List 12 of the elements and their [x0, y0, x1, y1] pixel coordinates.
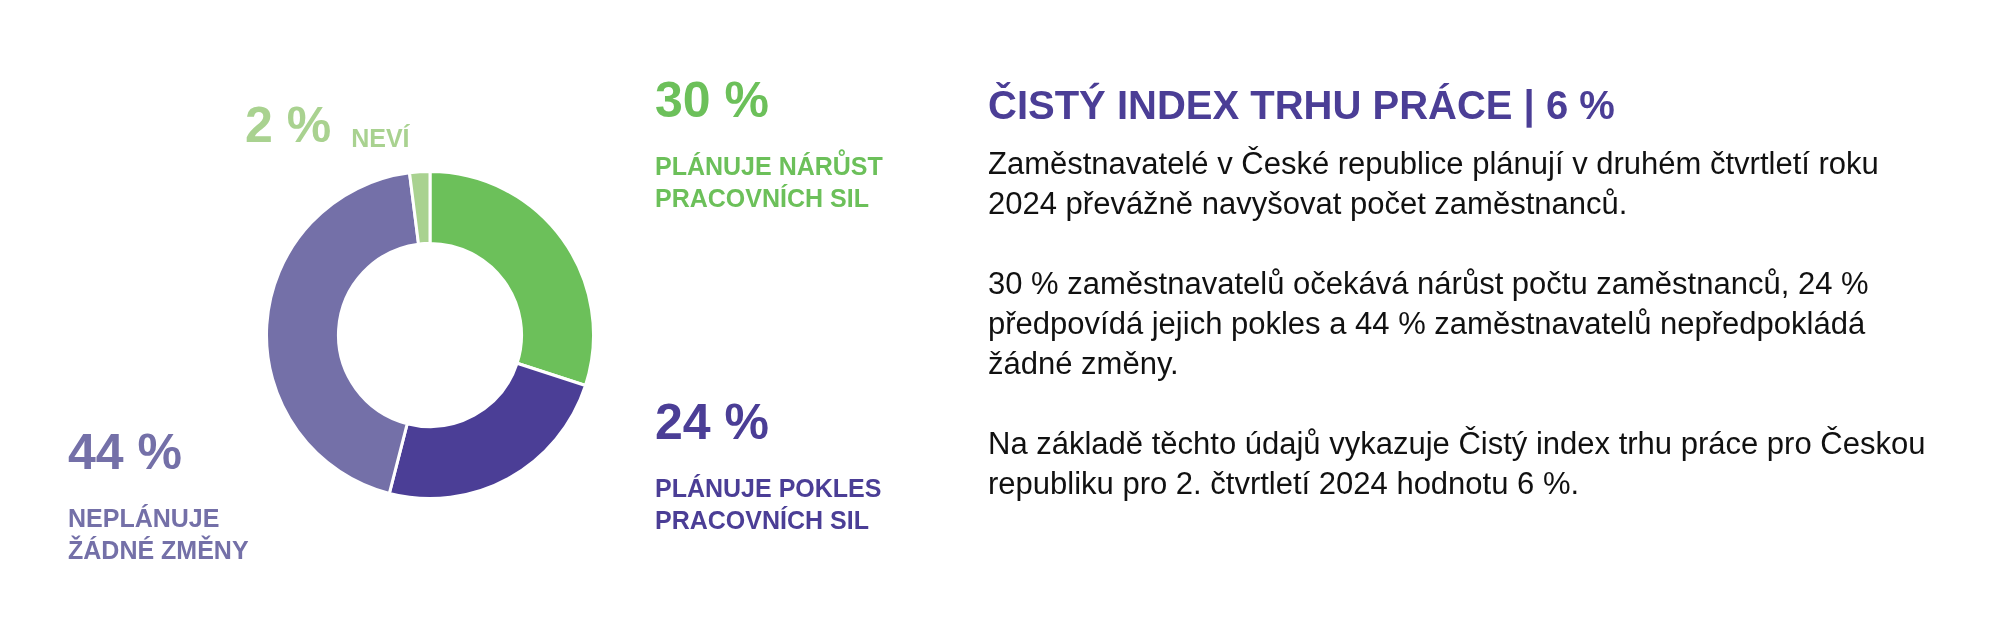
data-label: 24 %: [655, 393, 770, 452]
text: 30 % zaměstnavatelů očekává nárůst počtu zaměstnanců, 24 % předpovídá jejich pokles a 44 % zaměstnavatelů nepředpokládá žádné změny.: [988, 265, 1870, 383]
text: Zaměstnavatelé v České republice plánují v druhém čtvrtletí roku 2024 převážně navyšovat počet zaměstnanců.: [988, 145, 1880, 223]
text: Na základě těchto údajů vykazuje Čistý index trhu práce pro Českou republiku pro 2. čtvrtletí 2024 hodnotu 6 %.: [988, 425, 1927, 503]
text: ČISTÝ INDEX TRHU PRÁCE | 6 %: [988, 81, 1616, 130]
slice-label: PLÁNUJE POKLES PRACOVNÍCH SIL: [655, 473, 883, 536]
slice-label: NEVÍ: [351, 123, 410, 152]
slice-label: PLÁNUJE NÁRŮST PRACOVNÍCH SIL: [655, 150, 884, 214]
data-label: 2 %: [245, 97, 332, 153]
slice-label: NEPLÁNUJE ŽÁDNÉ ZMĚNY: [68, 503, 250, 566]
data-label: 30 %: [655, 71, 770, 130]
data-label: 44 %: [68, 423, 183, 482]
